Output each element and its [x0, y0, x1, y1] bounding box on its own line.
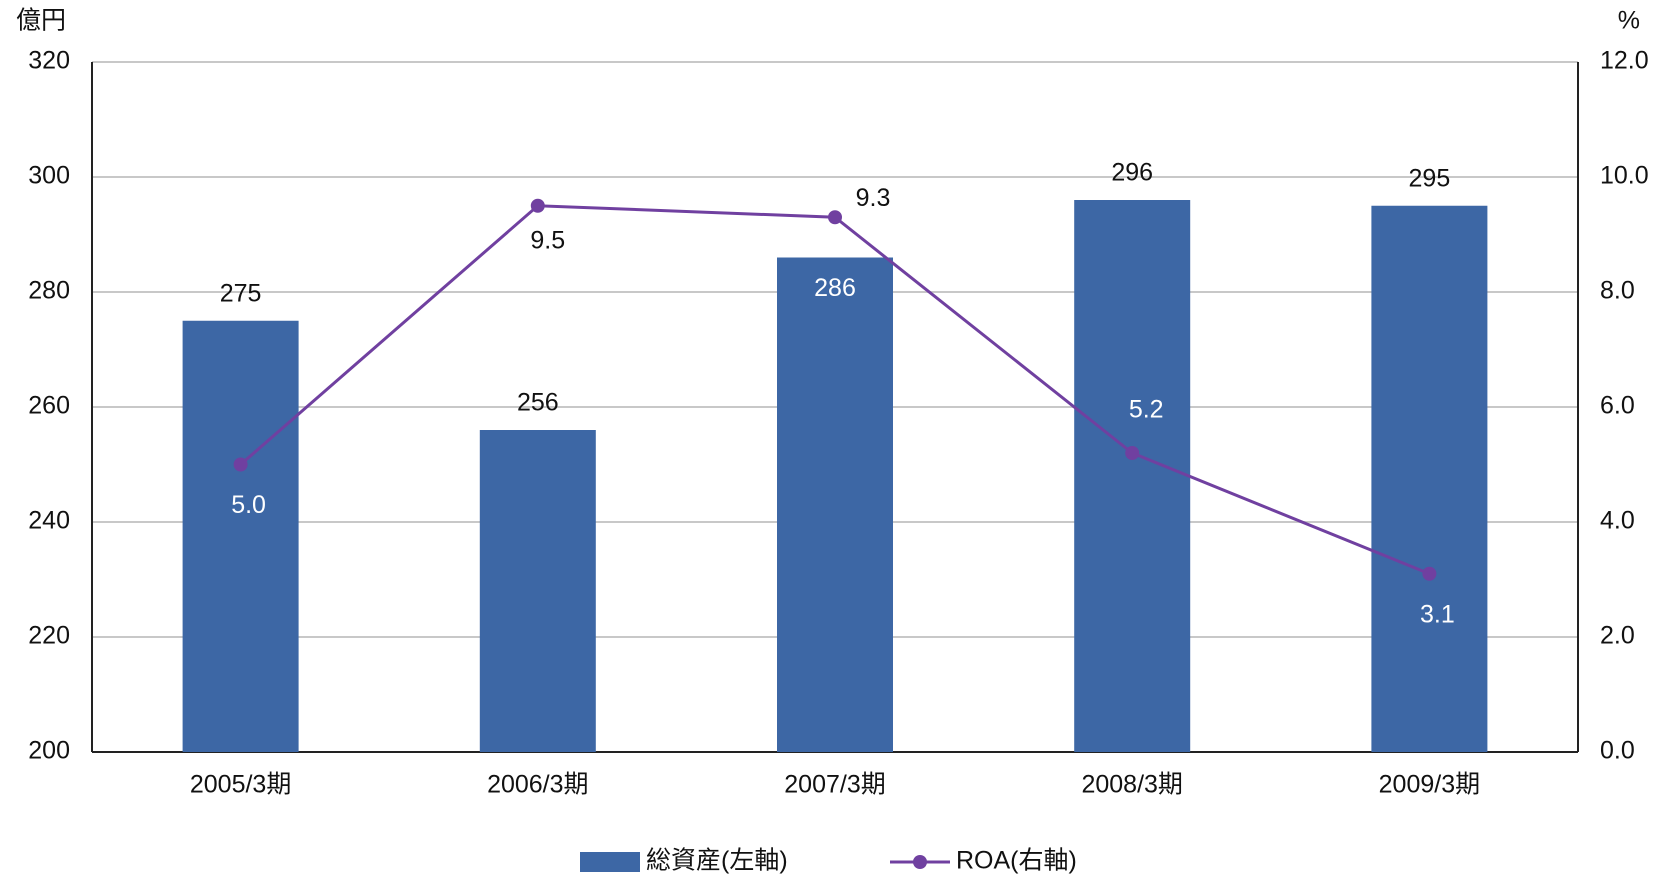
- y-tick-label: 320: [28, 47, 70, 75]
- line-point: [828, 210, 842, 225]
- legend-swatch: [580, 852, 640, 872]
- y-axis-label: 億円: [16, 7, 66, 35]
- y-tick-label: 300: [28, 162, 70, 190]
- bar: [1371, 205, 1488, 752]
- bar: [479, 430, 596, 752]
- legend-swatch: [913, 855, 927, 869]
- bar-value-label: 286: [814, 274, 856, 302]
- bar: [777, 257, 893, 752]
- bar: [182, 320, 299, 752]
- y2-tick-label: 6.0: [1600, 392, 1635, 420]
- bar-value-label: 295: [1409, 164, 1451, 192]
- x-tick-label: 2007/3期: [784, 771, 885, 799]
- line-point: [1422, 566, 1437, 581]
- bar-value-label: 296: [1111, 159, 1153, 187]
- y-tick-label: 200: [28, 737, 70, 765]
- y-tick-label: 240: [28, 507, 70, 535]
- x-tick-label: 2006/3期: [487, 771, 588, 799]
- legend-label: 総資産(左軸): [646, 847, 788, 875]
- line-point: [1125, 446, 1140, 460]
- y2-tick-label: 8.0: [1600, 277, 1635, 305]
- x-tick-label: 2009/3期: [1379, 771, 1480, 799]
- y2-tick-label: 2.0: [1600, 622, 1635, 650]
- x-tick-label: 2005/3期: [190, 771, 291, 799]
- bar: [1074, 200, 1191, 752]
- line-value-label: 9.5: [530, 226, 565, 254]
- bar-value-label: 275: [220, 279, 262, 307]
- y2-tick-label: 4.0: [1600, 507, 1635, 535]
- y-tick-label: 260: [28, 392, 70, 420]
- y2-tick-label: 0.0: [1600, 737, 1635, 765]
- y2-tick-label: 10.0: [1600, 162, 1649, 190]
- legend-label: ROA(右軸): [956, 847, 1077, 875]
- bar-value-label: 256: [517, 389, 559, 417]
- line-value-label: 9.3: [856, 184, 891, 212]
- line-value-label: 5.2: [1129, 396, 1164, 424]
- y-tick-label: 220: [28, 622, 70, 650]
- y2-tick-label: 12.0: [1600, 47, 1649, 75]
- y-tick-label: 280: [28, 277, 70, 305]
- line-point: [530, 198, 545, 213]
- line-value-label: 5.0: [231, 491, 266, 519]
- line-value-label: 3.1: [1420, 600, 1455, 628]
- x-tick-label: 2008/3期: [1081, 771, 1182, 799]
- y2-axis-label: %: [1618, 7, 1640, 35]
- line-point: [233, 457, 248, 472]
